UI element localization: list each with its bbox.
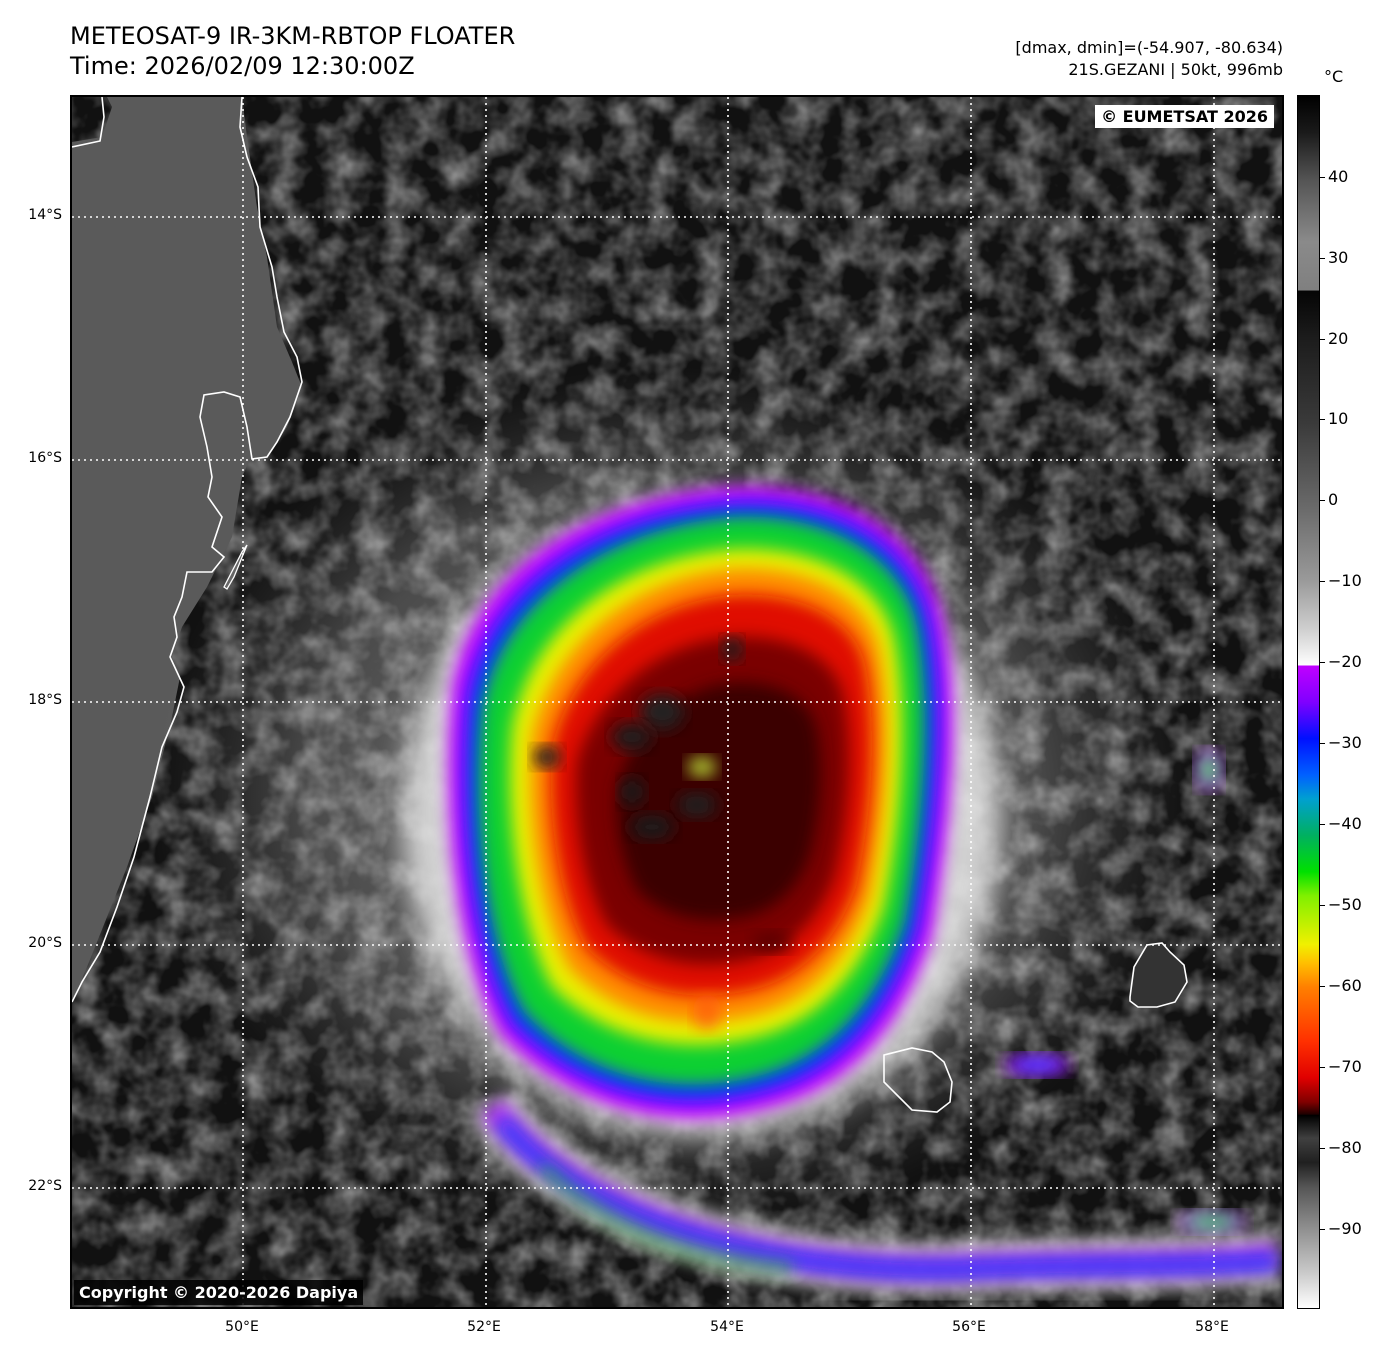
colorbar-label-minus80: −80 — [1328, 1138, 1362, 1157]
storm-info-readout: 21S.GEZANI | 50kt, 996mb — [1068, 60, 1283, 79]
colorbar-tick — [1320, 258, 1325, 259]
colorbar-tick — [1320, 581, 1325, 582]
colorbar-label-10: 10 — [1328, 409, 1349, 428]
colorbar-tick — [1320, 986, 1325, 987]
colorbar-label-minus30: −30 — [1328, 733, 1362, 752]
colorbar-tick — [1320, 824, 1325, 825]
lat-label-16s: 16°S — [28, 450, 62, 466]
colorbar-label-30: 30 — [1328, 248, 1349, 267]
colorbar-unit: °C — [1324, 67, 1344, 86]
colorbar-tick — [1320, 419, 1325, 420]
colorbar-tick — [1320, 1229, 1325, 1230]
colorbar-tick — [1320, 743, 1325, 744]
colorbar-label-minus60: −60 — [1328, 976, 1362, 995]
colorbar-tick — [1320, 177, 1325, 178]
lat-label-18s: 18°S — [28, 692, 62, 708]
colorbar-label-minus40: −40 — [1328, 814, 1362, 833]
colorbar-label-20: 20 — [1328, 329, 1349, 348]
lat-label-20s: 20°S — [28, 935, 62, 951]
colorbar-tick — [1320, 339, 1325, 340]
eumetsat-credit: © EUMETSAT 2026 — [1095, 105, 1274, 128]
temperature-colorbar — [1297, 95, 1320, 1309]
title-satellite-product: METEOSAT-9 IR-3KM-RBTOP FLOATER — [70, 22, 516, 50]
colorbar-label-minus90: −90 — [1328, 1219, 1362, 1238]
colorbar-label-minus10: −10 — [1328, 571, 1362, 590]
madagascar-land — [72, 97, 302, 1002]
reunion-island — [883, 1047, 953, 1113]
mauritius-island — [1129, 942, 1188, 1008]
colorbar-label-40: 40 — [1328, 167, 1349, 186]
colorbar-label-minus50: −50 — [1328, 895, 1362, 914]
lon-label-50e: 50°E — [225, 1319, 259, 1335]
title-timestamp: Time: 2026/02/09 12:30:00Z — [70, 52, 415, 80]
colorbar-label-0: 0 — [1328, 490, 1339, 509]
colorbar-tick — [1320, 500, 1325, 501]
ir-imagery — [72, 97, 1282, 1307]
lon-label-58e: 58°E — [1195, 1319, 1229, 1335]
colorbar-label-minus70: −70 — [1328, 1057, 1362, 1076]
lat-label-22s: 22°S — [28, 1178, 62, 1194]
lon-label-52e: 52°E — [467, 1319, 501, 1335]
lon-label-56e: 56°E — [952, 1319, 986, 1335]
temperature-range-readout: [dmax, dmin]=(-54.907, -80.634) — [1015, 38, 1283, 57]
dapiya-copyright: Copyright © 2020-2026 Dapiya — [74, 1280, 364, 1305]
graticule — [72, 97, 1282, 1307]
colorbar-label-minus20: −20 — [1328, 652, 1362, 671]
colorbar-tick — [1320, 1067, 1325, 1068]
colorbar-tick — [1320, 662, 1325, 663]
colorbar-tick — [1320, 1148, 1325, 1149]
colorbar-tick — [1320, 905, 1325, 906]
satellite-map[interactable]: © EUMETSAT 2026 Copyright © 2020-2026 Da… — [70, 95, 1284, 1309]
lon-label-54e: 54°E — [710, 1319, 744, 1335]
lat-label-14s: 14°S — [28, 207, 62, 223]
